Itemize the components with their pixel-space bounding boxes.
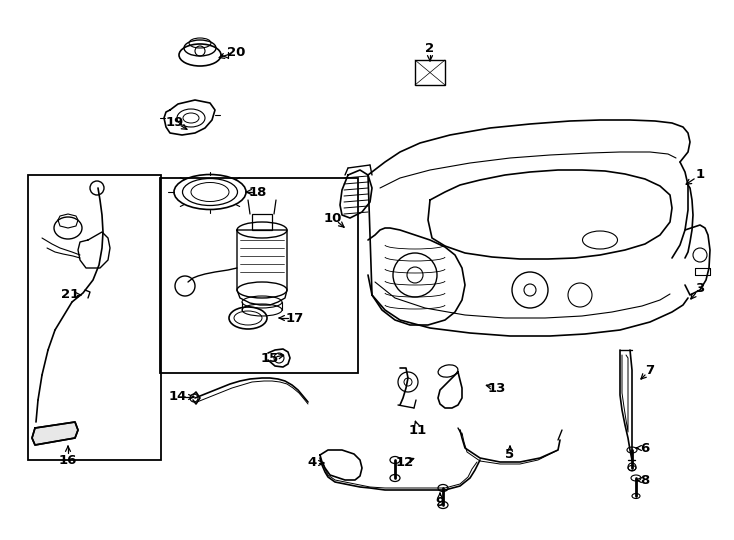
Text: 6: 6 (640, 442, 650, 455)
Polygon shape (32, 422, 78, 445)
Text: 10: 10 (324, 212, 342, 225)
Text: 5: 5 (506, 449, 515, 462)
Text: 17: 17 (286, 312, 304, 325)
Bar (28, 175, 161, 460)
Bar (252, 214, 272, 230)
Text: 15: 15 (261, 352, 279, 365)
Text: 13: 13 (488, 381, 506, 395)
Text: 16: 16 (59, 454, 77, 467)
Text: 21: 21 (61, 288, 79, 301)
Text: 4: 4 (308, 456, 316, 469)
Text: 20: 20 (227, 45, 245, 58)
Bar (160, 178, 358, 373)
Text: 7: 7 (645, 363, 655, 376)
Text: 8: 8 (640, 474, 650, 487)
Text: 1: 1 (695, 168, 705, 181)
Text: 2: 2 (426, 42, 435, 55)
Text: 11: 11 (409, 423, 427, 436)
Text: 12: 12 (396, 456, 414, 469)
Bar (415, 60, 445, 85)
Text: 3: 3 (695, 281, 705, 294)
Text: 14: 14 (169, 390, 187, 403)
Text: 18: 18 (249, 186, 267, 199)
Text: 19: 19 (166, 116, 184, 129)
Text: 9: 9 (435, 496, 445, 509)
